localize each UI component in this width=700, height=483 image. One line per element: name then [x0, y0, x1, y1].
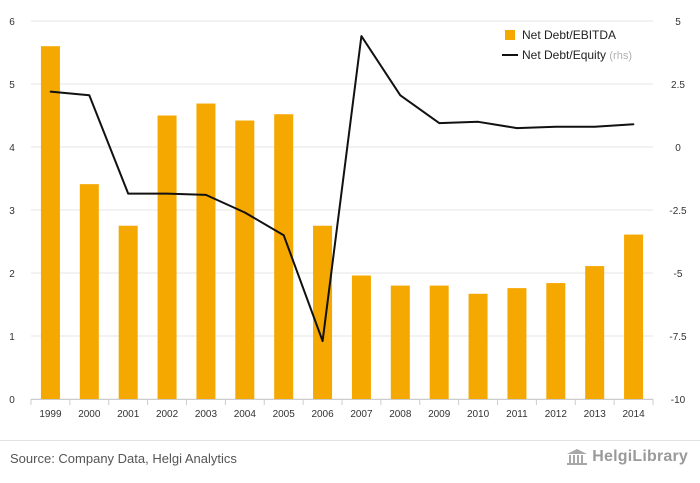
- point-net-debt-equity: [88, 94, 91, 97]
- bar-net-debt-ebitda: [235, 120, 255, 399]
- point-net-debt-equity: [321, 340, 324, 342]
- right-tick-label: -5: [674, 269, 683, 280]
- chart: 0 1 2 3 4 5 6 -10 -7.5 -5 -2.5 0 2.5 5 1999 2000 2001 2…: [9, 17, 687, 420]
- right-tick-label: -2.5: [669, 206, 687, 217]
- x-axis-ticks: 1999 2000 2001 2002 2003 2004 2005 2006 2007 2008…: [30, 399, 654, 420]
- point-net-debt-equity: [282, 234, 285, 236]
- source-note: Source: Company Data, Helgi Analytics: [10, 451, 237, 466]
- x-tick-label: 2000: [78, 409, 101, 420]
- bar-net-debt-ebitda: [118, 225, 138, 399]
- bar-net-debt-ebitda: [157, 115, 177, 399]
- x-tick-label: 1999: [39, 409, 62, 420]
- right-tick-label: -7.5: [669, 332, 687, 343]
- left-tick-label: 2: [9, 269, 15, 280]
- x-tick-label: 2001: [117, 409, 140, 420]
- left-tick-label: 1: [9, 332, 15, 343]
- x-tick-label: 2010: [467, 409, 490, 420]
- brand-name: HelgiLibrary: [592, 448, 688, 465]
- legend-label-net-debt-equity: Net Debt/Equity (rhs): [522, 48, 632, 62]
- right-tick-label: 2.5: [671, 80, 685, 91]
- legend-label-net-debt-ebitda: Net Debt/EBITDA: [522, 28, 616, 42]
- x-tick-label: 2011: [506, 409, 528, 420]
- x-tick-label: 2009: [428, 409, 451, 420]
- point-net-debt-equity: [360, 35, 363, 37]
- point-net-debt-equity: [632, 123, 635, 126]
- x-tick-label: 2008: [389, 409, 412, 420]
- x-tick-label: 2006: [311, 409, 334, 420]
- left-axis-ticks: 0 1 2 3 4 5 6: [9, 17, 15, 406]
- bar-net-debt-ebitda: [429, 285, 449, 399]
- legend-rhs-suffix: (rhs): [609, 50, 632, 62]
- legend-name-net-debt-equity: Net Debt/Equity: [522, 48, 606, 62]
- right-axis-ticks: -10 -7.5 -5 -2.5 0 2.5 5: [669, 17, 687, 406]
- point-net-debt-equity: [555, 126, 557, 128]
- x-tick-label: 2013: [584, 409, 607, 420]
- right-tick-label: 5: [675, 17, 681, 28]
- footer-divider: [0, 440, 700, 441]
- point-net-debt-equity: [127, 192, 129, 195]
- point-net-debt-equity: [516, 127, 518, 129]
- point-net-debt-equity: [205, 194, 207, 196]
- bar-net-debt-ebitda: [390, 285, 410, 399]
- point-net-debt-equity: [593, 126, 596, 128]
- bar-net-debt-ebitda: [40, 46, 60, 399]
- bar-net-debt-ebitda: [274, 114, 294, 400]
- point-net-debt-equity: [49, 90, 52, 93]
- bar-net-debt-ebitda: [546, 283, 566, 399]
- bar-net-debt-ebitda: [313, 225, 333, 399]
- point-net-debt-equity: [244, 211, 246, 214]
- left-tick-label: 3: [9, 206, 15, 217]
- x-tick-label: 2007: [350, 409, 373, 420]
- x-tick-label: 2005: [273, 409, 296, 420]
- x-tick-label: 2014: [622, 409, 645, 420]
- legend-swatch-net-debt-ebitda: [505, 30, 515, 40]
- bar-net-debt-ebitda: [468, 293, 488, 399]
- left-tick-label: 0: [9, 395, 15, 406]
- bar-net-debt-ebitda: [351, 275, 371, 399]
- x-tick-label: 2003: [195, 409, 218, 420]
- x-tick-label: 2002: [156, 409, 179, 420]
- point-net-debt-equity: [477, 121, 479, 123]
- right-tick-label: -10: [671, 395, 686, 406]
- point-net-debt-equity: [166, 192, 168, 195]
- bar-net-debt-ebitda: [585, 266, 605, 399]
- net-debt-equity-line: [50, 35, 634, 342]
- brand-logo: HelgiLibrary: [566, 448, 688, 466]
- legend: Net Debt/EBITDA Net Debt/Equity (rhs): [502, 28, 632, 62]
- left-tick-label: 6: [9, 17, 15, 28]
- point-net-debt-equity: [399, 94, 402, 97]
- point-net-debt-equity: [438, 122, 440, 124]
- right-tick-label: 0: [675, 143, 681, 154]
- x-tick-label: 2012: [545, 409, 568, 420]
- line-series-net-debt-equity: [49, 35, 635, 342]
- x-tick-label: 2004: [234, 409, 257, 420]
- bar-series-net-debt-ebitda: [40, 46, 644, 400]
- bar-net-debt-ebitda: [624, 234, 644, 399]
- bar-net-debt-ebitda: [507, 288, 527, 399]
- left-tick-label: 4: [9, 143, 15, 154]
- left-tick-label: 5: [9, 80, 15, 91]
- bar-net-debt-ebitda: [79, 184, 99, 399]
- library-building-icon: [567, 449, 588, 465]
- bar-net-debt-ebitda: [196, 103, 216, 399]
